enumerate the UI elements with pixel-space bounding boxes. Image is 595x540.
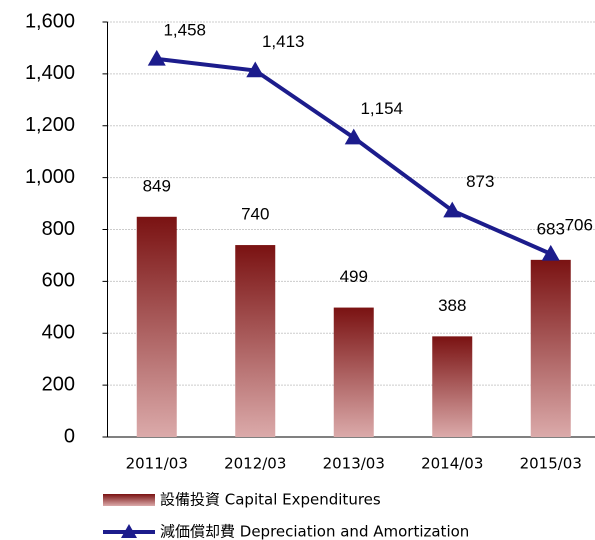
legend-label: 設備投資 Capital Expenditures — [160, 491, 381, 509]
line-value-label: 1,458 — [163, 20, 206, 39]
legend-swatch — [103, 494, 155, 506]
line-marker — [344, 128, 363, 145]
bar-value-label: 849 — [143, 176, 171, 195]
line-value-label: 1,413 — [262, 32, 305, 51]
bar — [530, 259, 571, 437]
y-tick-label: 0 — [64, 425, 75, 447]
line-marker — [246, 61, 265, 78]
line-value-label: 1,154 — [360, 99, 403, 118]
x-tick-label: 2012/03 — [224, 455, 286, 473]
line-value-label: 873 — [466, 172, 494, 191]
bar-value-label: 740 — [241, 205, 269, 224]
bar — [432, 336, 473, 437]
legend-label: 減価償却費 Depreciation and Amortization — [160, 523, 469, 540]
y-tick-label: 400 — [42, 322, 75, 344]
x-tick-label: 2015/03 — [520, 455, 582, 473]
bar — [235, 245, 276, 437]
y-tick-label: 200 — [42, 373, 75, 395]
y-tick-label: 1,400 — [25, 62, 75, 84]
line-value-label: 706 — [565, 215, 593, 234]
y-tick-label: 1,000 — [25, 166, 75, 188]
y-tick-label: 600 — [42, 270, 75, 292]
legend-marker — [121, 524, 137, 538]
line-marker — [147, 49, 166, 66]
bar — [136, 216, 177, 437]
bar-value-label: 499 — [340, 267, 368, 286]
line-marker — [541, 244, 560, 261]
bar-value-label: 683 — [537, 219, 565, 238]
x-tick-label: 2013/03 — [323, 455, 385, 473]
line — [156, 56, 552, 256]
x-tick-label: 2011/03 — [126, 455, 188, 473]
bar — [333, 307, 374, 437]
bar-value-label: 388 — [438, 296, 466, 315]
line-marker — [443, 201, 462, 218]
y-tick-label: 800 — [42, 218, 75, 240]
x-tick-label: 2014/03 — [421, 455, 483, 473]
y-tick-label: 1,600 — [25, 10, 75, 32]
y-tick-label: 1,200 — [25, 114, 75, 136]
